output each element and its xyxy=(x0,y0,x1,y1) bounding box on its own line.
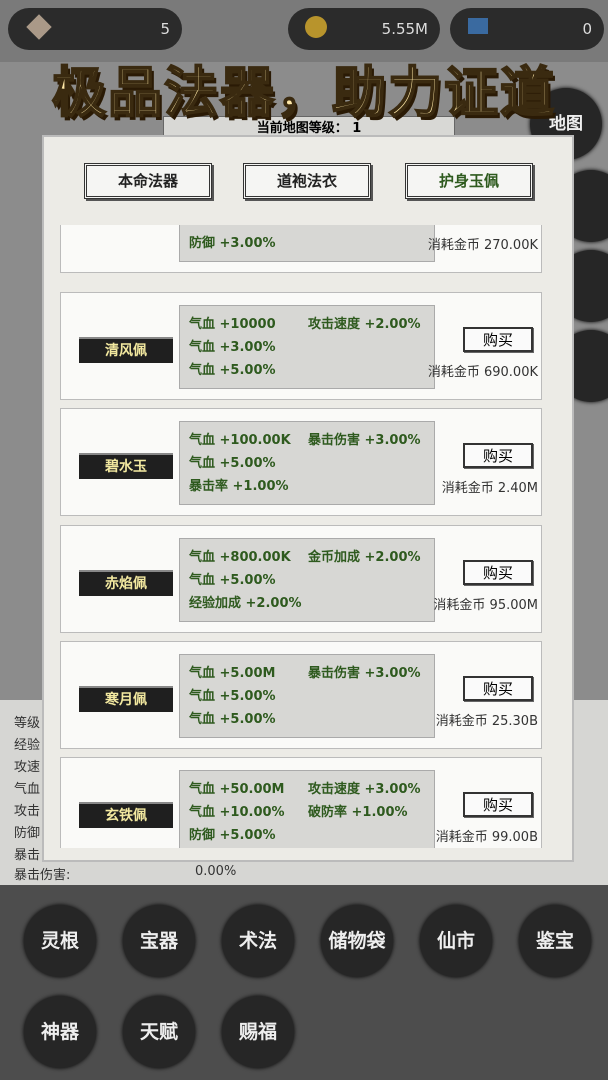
item-card: 气血 +800.00K 气血 +5.00% 经验加成 +2.00% 金币加成 +2.0… xyxy=(60,525,542,633)
stat-line: 金币加成 +2.00% xyxy=(308,550,421,565)
menu-button[interactable]: 神器 xyxy=(24,996,96,1068)
stat-label: 防御 xyxy=(14,826,41,841)
stat-line: 暴击伤害 +3.00% xyxy=(308,433,421,448)
item-name: 赤焰佩 xyxy=(79,570,173,596)
buy-button[interactable]: 购买 xyxy=(463,327,533,352)
buy-button[interactable]: 购买 xyxy=(463,792,533,817)
stat-line: 气血 +5.00% xyxy=(189,456,276,471)
stat-line: 经验加成 +2.00% xyxy=(189,596,302,611)
stat-box: 气血 +800.00K 气血 +5.00% 经验加成 +2.00% 金币加成 +2.0… xyxy=(179,538,435,622)
resource-value: 5.55M xyxy=(381,20,428,38)
item-cost: 消耗金币 270.00K xyxy=(427,238,538,253)
stat-line: 气血 +50.00M xyxy=(189,782,285,797)
menu-button[interactable]: 宝器 xyxy=(123,905,195,977)
stat-line: 破防率 +1.00% xyxy=(308,805,408,820)
buy-button[interactable]: 购买 xyxy=(463,443,533,468)
stat-label: 攻速 xyxy=(14,760,41,775)
tab[interactable]: 护身玉佩 xyxy=(405,163,533,199)
stat-label: 暴击伤害: xyxy=(14,868,71,883)
menu-area xyxy=(0,885,608,1080)
item-card: 防御 +3.00% 消耗金币 270.00K xyxy=(60,225,542,273)
item-name: 清风佩 xyxy=(79,337,173,363)
stat-label: 等级 xyxy=(14,716,41,731)
item-list: 防御 +3.00% 消耗金币 270.00K 气血 +10000 气血 +3.00% 气… xyxy=(58,225,544,848)
item-card: 气血 +100.00K 气血 +5.00% 暴击率 +1.00% 暴击伤害 +3.00… xyxy=(60,408,542,516)
stat-line: 气血 +5.00% xyxy=(189,712,276,727)
tab[interactable]: 本命法器 xyxy=(84,163,212,199)
stat-label: 暴击 xyxy=(14,848,41,863)
stat-line: 气血 +5.00% xyxy=(189,573,276,588)
menu-button[interactable]: 天赋 xyxy=(123,996,195,1068)
stat-line: 防御 +3.00% xyxy=(189,236,276,251)
stat-box: 气血 +5.00M 气血 +5.00% 气血 +5.00% 暴击伤害 +3.00% xyxy=(179,654,435,738)
stat-line: 气血 +5.00M xyxy=(189,666,276,681)
stat-line: 气血 +800.00K xyxy=(189,550,291,565)
item-card: 气血 +5.00M 气血 +5.00% 气血 +5.00% 暴击伤害 +3.00% 寒月… xyxy=(60,641,542,749)
menu-button[interactable]: 仙市 xyxy=(420,905,492,977)
stat-value: 0.00% xyxy=(195,864,237,879)
menu-button[interactable]: 灵根 xyxy=(24,905,96,977)
item-cost: 消耗金币 95.00M xyxy=(433,598,538,613)
stat-line: 气血 +5.00% xyxy=(189,363,276,378)
resource-value: 5 xyxy=(160,20,170,38)
stat-line: 气血 +3.00% xyxy=(189,340,276,355)
stat-line: 防御 +5.00% xyxy=(189,828,276,843)
item-name: 寒月佩 xyxy=(79,686,173,712)
banner: 极品法器，助力证道 xyxy=(51,59,556,125)
stat-label: 气血 xyxy=(14,782,41,797)
stat-line: 气血 +5.00% xyxy=(189,689,276,704)
icon xyxy=(468,18,488,34)
item-name: 碧水玉 xyxy=(79,453,173,479)
stat-line: 气血 +10.00% xyxy=(189,805,285,820)
stat-line: 暴击率 +1.00% xyxy=(189,479,289,494)
stat-line: 攻击速度 +2.00% xyxy=(308,317,421,332)
tab[interactable]: 道袍法衣 xyxy=(243,163,371,199)
item-card: 气血 +10000 气血 +3.00% 气血 +5.00% 攻击速度 +2.00% 清风… xyxy=(60,292,542,400)
icon xyxy=(305,16,327,38)
stat-box: 气血 +10000 气血 +3.00% 气血 +5.00% 攻击速度 +2.00% xyxy=(179,305,435,389)
stat-label: 攻击 xyxy=(14,804,41,819)
stat-box: 防御 +3.00% xyxy=(179,225,435,262)
stat-label: 经验 xyxy=(14,738,41,753)
stat-line: 攻击速度 +3.00% xyxy=(308,782,421,797)
stat-box: 气血 +50.00M 气血 +10.00% 防御 +5.00% 攻击速度 +3.00%… xyxy=(179,770,435,848)
resource-value: 0 xyxy=(582,20,592,38)
item-name: 玄铁佩 xyxy=(79,802,173,828)
item-cost: 消耗金币 25.30B xyxy=(435,714,538,729)
item-cost: 消耗金币 2.40M xyxy=(441,481,538,496)
buy-button[interactable]: 购买 xyxy=(463,676,533,701)
stat-line: 气血 +10000 xyxy=(189,317,276,332)
stat-line: 气血 +100.00K xyxy=(189,433,291,448)
item-card: 气血 +50.00M 气血 +10.00% 防御 +5.00% 攻击速度 +3.00%… xyxy=(60,757,542,848)
menu-button[interactable]: 赐福 xyxy=(222,996,294,1068)
item-cost: 消耗金币 690.00K xyxy=(427,365,538,380)
menu-button[interactable]: 储物袋 xyxy=(321,905,393,977)
item-cost: 消耗金币 99.00B xyxy=(435,830,538,845)
stat-box: 气血 +100.00K 气血 +5.00% 暴击率 +1.00% 暴击伤害 +3.00… xyxy=(179,421,435,505)
menu-button[interactable]: 鉴宝 xyxy=(519,905,591,977)
buy-button[interactable]: 购买 xyxy=(463,560,533,585)
menu-button[interactable]: 术法 xyxy=(222,905,294,977)
stat-line: 暴击伤害 +3.00% xyxy=(308,666,421,681)
